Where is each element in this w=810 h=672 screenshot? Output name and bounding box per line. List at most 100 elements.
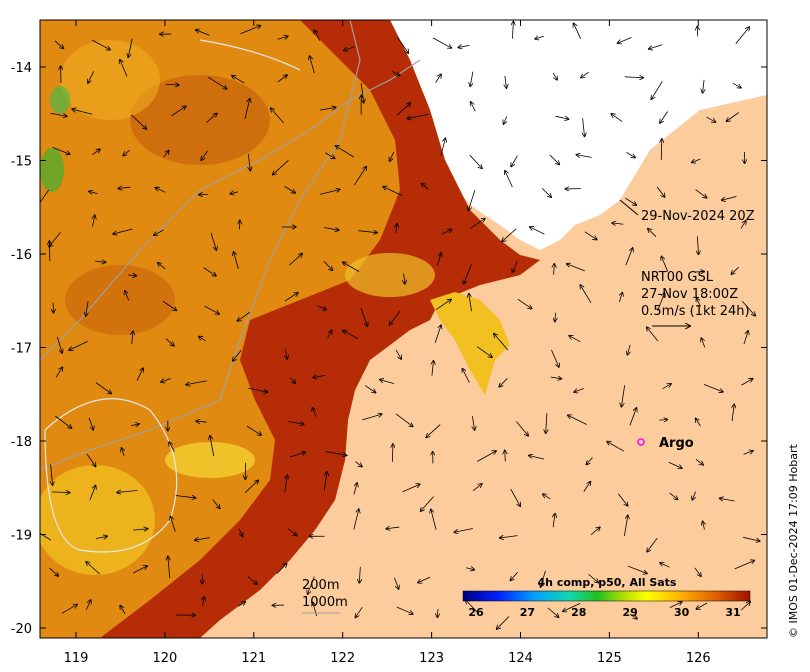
current-arrow — [454, 528, 473, 532]
current-arrow — [88, 71, 95, 83]
current-arrow — [504, 116, 507, 124]
current-arrow — [392, 71, 399, 76]
current-arrow — [168, 556, 170, 579]
current-arrow — [623, 515, 627, 537]
current-arrow — [740, 221, 746, 229]
current-vectors — [40, 22, 760, 630]
current-arrow — [238, 602, 245, 607]
current-arrow — [158, 263, 166, 270]
current-arrow — [136, 368, 143, 381]
current-arrow — [362, 414, 381, 421]
current-arrow — [553, 514, 555, 528]
current-arrow — [432, 361, 434, 376]
current-arrow — [629, 613, 637, 618]
current-arrow — [273, 159, 289, 174]
current-arrow — [611, 114, 623, 123]
credit-label: © IMOS 01-Dec-2024 17:09 Hobart — [787, 443, 800, 638]
sst-cool-patch — [40, 465, 155, 575]
current-arrow — [500, 536, 518, 538]
current-arrow — [195, 538, 210, 540]
sst-hot-band — [100, 20, 540, 638]
current-arrow — [353, 509, 359, 530]
current-arrow — [661, 139, 662, 160]
current-arrow — [380, 380, 395, 385]
current-arrow — [692, 158, 701, 162]
current-arrow — [703, 521, 705, 530]
current-source-label: NRT00 GSL — [641, 270, 714, 285]
current-arrow — [694, 271, 705, 272]
x-tick-label: 124 — [508, 651, 533, 666]
current-arrow — [624, 77, 644, 78]
current-arrow — [344, 46, 355, 51]
contour-200m — [40, 59, 421, 361]
current-arrow — [132, 566, 147, 574]
current-arrow — [169, 442, 175, 452]
current-arrow — [355, 607, 363, 617]
current-arrow — [434, 325, 441, 343]
current-arrow — [285, 475, 288, 493]
current-arrow — [383, 187, 403, 196]
x-tick-label: 125 — [597, 651, 622, 666]
current-arrow — [314, 30, 321, 41]
current-arrow — [494, 334, 509, 351]
x-tick-label: 123 — [419, 651, 444, 666]
current-arrow — [271, 108, 284, 124]
current-arrow — [230, 192, 239, 194]
current-arrow — [535, 36, 545, 39]
current-arrow — [462, 369, 470, 383]
current-arrow — [659, 420, 667, 421]
current-arrow — [204, 305, 219, 314]
colorbar-tick-label: 30 — [674, 606, 690, 619]
current-arrow — [426, 424, 441, 438]
current-arrow — [466, 600, 478, 613]
y-tick-label: -17 — [11, 342, 32, 357]
colorbar — [462, 590, 751, 602]
current-arrow — [530, 227, 545, 235]
current-arrow — [113, 228, 133, 234]
current-arrow — [360, 308, 368, 326]
current-arrow — [647, 538, 658, 552]
current-arrow — [61, 604, 77, 614]
current-arrow — [471, 102, 476, 112]
y-tick-label: -19 — [11, 529, 32, 544]
current-arrow — [567, 264, 585, 272]
current-arrow — [118, 187, 131, 188]
current-arrow — [621, 385, 626, 407]
argo-marker — [637, 438, 645, 446]
current-arrow — [285, 349, 287, 359]
x-tick-label: 121 — [241, 651, 266, 666]
current-arrow — [40, 189, 50, 208]
current-arrow — [320, 107, 336, 111]
current-arrow — [397, 37, 409, 53]
current-arrow — [196, 30, 210, 36]
current-arrow — [648, 229, 657, 237]
current-arrow — [612, 223, 624, 224]
current-arrow — [510, 571, 519, 580]
current-arrow — [196, 421, 207, 422]
current-arrow — [422, 183, 429, 190]
x-tick-label: 126 — [686, 651, 711, 666]
timestamp-leader — [619, 199, 639, 216]
x-tick-label: 119 — [64, 651, 89, 666]
current-arrow — [359, 566, 360, 583]
current-arrow — [607, 442, 625, 452]
current-arrow — [441, 229, 452, 235]
current-arrow — [95, 261, 105, 262]
plot-frame — [39, 19, 768, 639]
current-arrow — [54, 40, 64, 49]
current-arrow — [324, 227, 339, 230]
current-arrow — [590, 527, 600, 535]
current-arrow — [165, 338, 174, 346]
current-arrow — [175, 495, 196, 497]
current-arrow — [732, 82, 741, 87]
current-arrow — [386, 527, 400, 529]
current-arrow — [696, 602, 708, 609]
current-arrow — [248, 153, 250, 171]
current-arrow — [210, 232, 216, 250]
current-arrow — [584, 231, 597, 240]
colorbar-title: 4h comp, p50, All Sats — [538, 576, 677, 589]
current-arrow — [468, 190, 476, 210]
current-arrow — [554, 264, 555, 275]
current-arrow — [289, 452, 305, 458]
current-arrow — [233, 349, 242, 361]
